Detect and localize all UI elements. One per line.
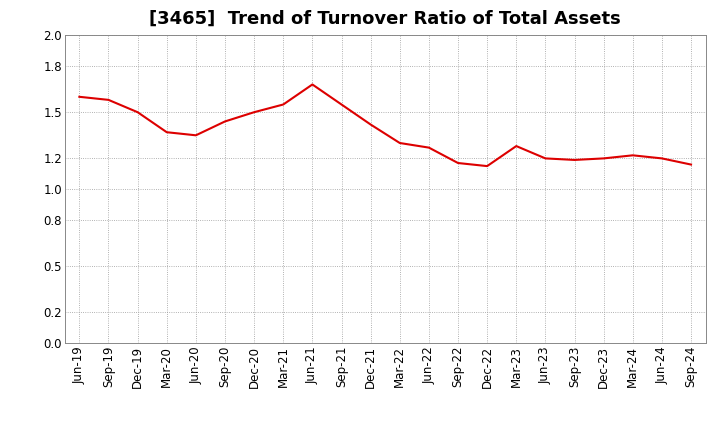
- Title: [3465]  Trend of Turnover Ratio of Total Assets: [3465] Trend of Turnover Ratio of Total …: [149, 10, 621, 28]
